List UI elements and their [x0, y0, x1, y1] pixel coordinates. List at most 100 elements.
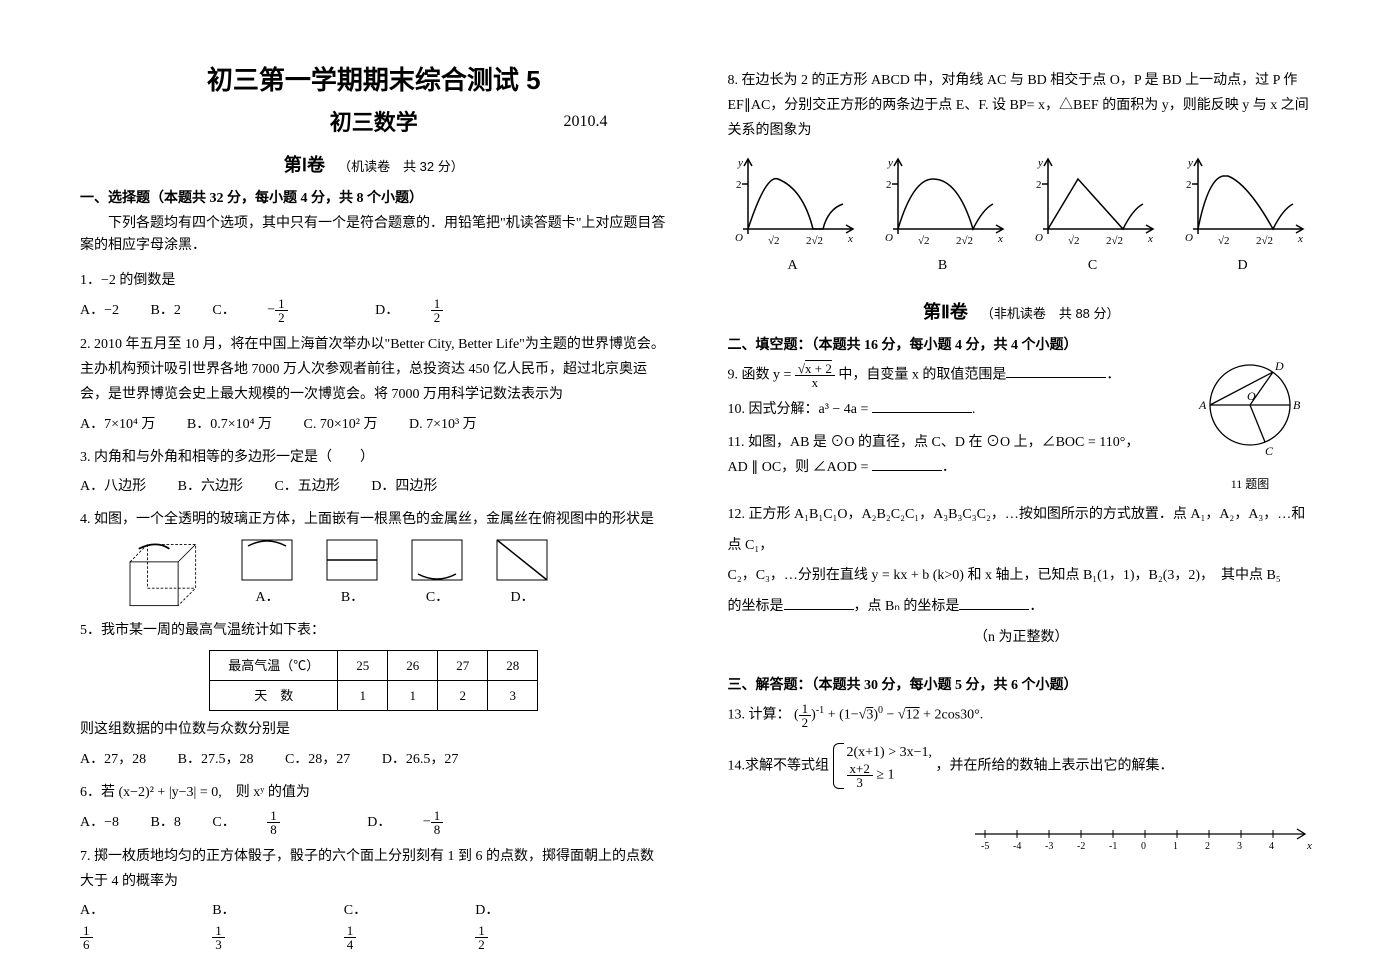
- q8-labelC: C: [1028, 253, 1158, 278]
- q5-optB: B．27.5，28: [178, 747, 254, 772]
- q4-shapes: A． B． C． D．: [120, 538, 668, 610]
- q8-labelB: B: [878, 253, 1008, 278]
- blank: [1006, 364, 1106, 378]
- chart-icon: 2 O √2 2√2 x y: [878, 154, 1008, 249]
- section2-title: 二、填空题：（本题共 16 分，每小题 4 分，共 4 个小题）: [728, 334, 1316, 354]
- q5-text: 5．我市某一周的最高气温统计如下表：: [80, 618, 668, 643]
- svg-text:2√2: 2√2: [1106, 235, 1123, 247]
- q6: 6．若 (x−2)² + |y−3| = 0, 则 xʸ 的值为 A．−8 B．…: [80, 780, 668, 836]
- q8-labelD: D: [1178, 253, 1308, 278]
- svg-text:D: D: [1274, 360, 1284, 373]
- svg-text:2: 2: [1186, 179, 1192, 191]
- q4: 4. 如图，一个全透明的玻璃正方体，上面嵌有一根黑色的金属丝，金属丝在俯视图中的…: [80, 507, 668, 610]
- q7-optA: A．16: [80, 898, 184, 950]
- blank: [872, 399, 972, 413]
- svg-text:y: y: [737, 157, 743, 169]
- q1-optC: C． −12: [212, 297, 343, 324]
- part2-label: 第Ⅱ卷: [923, 302, 968, 322]
- q3-optA: A．八边形: [80, 474, 146, 499]
- q6-options: A．−8 B．8 C． 18 D． −18: [80, 809, 668, 836]
- q5-options: A．27，28 B．27.5，28 C．28，27 D．26.5，27: [80, 747, 668, 772]
- section1-instruction: 下列各题均有四个选项，其中只有一个是符合题意的．用铅笔把"机读答题卡"上对应题目…: [80, 213, 668, 258]
- q4-optA: A．: [240, 538, 295, 610]
- q5-r2c1: 1: [338, 681, 388, 711]
- q5-optA: A．27，28: [80, 747, 146, 772]
- svg-text:-4: -4: [1013, 841, 1021, 852]
- svg-text:x: x: [1306, 840, 1312, 852]
- svg-text:-3: -3: [1045, 841, 1053, 852]
- q2-optB: B．0.7×10⁴ 万: [187, 412, 272, 437]
- q1-options: A．−2 B．2 C． −12 D． 12: [80, 297, 668, 324]
- svg-text:O: O: [1247, 389, 1256, 403]
- svg-text:2: 2: [886, 179, 892, 191]
- part2-sub: （非机读卷 共 88 分）: [981, 306, 1120, 321]
- q14: 14.求解不等式组 2(x+1) > 3x−1, x+23 ≥ 1 ，并在所给的…: [728, 743, 1316, 790]
- q4-optC: C．: [410, 538, 465, 610]
- q5-r2c0: 天 数: [210, 681, 338, 711]
- svg-text:2: 2: [1205, 841, 1210, 852]
- q5-r2c4: 3: [488, 681, 538, 711]
- q12-l3: 的坐标是，点 Bₙ 的坐标是．: [728, 592, 1316, 623]
- svg-text:y: y: [887, 157, 893, 169]
- svg-text:√2: √2: [768, 235, 780, 247]
- svg-text:x: x: [997, 233, 1003, 245]
- part2-header: 第Ⅱ卷 （非机读卷 共 88 分）: [728, 298, 1316, 324]
- q8-text: 8. 在边长为 2 的正方形 ABCD 中，对角线 AC 与 BD 相交于点 O…: [728, 68, 1316, 144]
- blank: [872, 457, 942, 471]
- q7-options: A．16 B．13 C．14 D．12: [80, 898, 668, 950]
- q3-optC: C．五边形: [274, 474, 339, 499]
- q8-graphA: 2 O √2 2√2 x y A: [728, 154, 858, 278]
- svg-text:-5: -5: [981, 841, 989, 852]
- svg-text:1: 1: [1173, 841, 1178, 852]
- svg-text:x: x: [1297, 233, 1303, 245]
- chart-icon: 2 O √2 2√2 x y: [728, 154, 858, 249]
- svg-text:2√2: 2√2: [1256, 235, 1273, 247]
- blank: [784, 596, 854, 610]
- q4-optD: D．: [495, 538, 550, 610]
- part1-header: 第Ⅰ卷 （机读卷 共 32 分）: [80, 151, 668, 177]
- svg-text:0: 0: [1141, 841, 1146, 852]
- svg-text:2: 2: [736, 179, 742, 191]
- q13: 13. 计算： (12)-1 + (1−√3)0 − √12 + 2cos30°…: [728, 702, 1316, 729]
- section1-title: 一、选择题（本题共 32 分，每小题 4 分，共 8 个小题）: [80, 187, 668, 207]
- q3-optD: D．四边形: [371, 474, 437, 499]
- part1-sub: （机读卷 共 32 分）: [338, 159, 464, 174]
- svg-text:O: O: [1185, 232, 1193, 244]
- q5-r1c0: 最高气温（℃）: [210, 650, 338, 680]
- q6-text: 6．若 (x−2)² + |y−3| = 0, 则 xʸ 的值为: [80, 780, 668, 805]
- svg-text:3: 3: [1237, 841, 1242, 852]
- q7-text: 7. 掷一枚质地均匀的正方体骰子，骰子的六个面上分别刻有 1 到 6 的点数，掷…: [80, 844, 668, 894]
- svg-text:4: 4: [1269, 841, 1274, 852]
- left-column: 初三第一学期期末综合测试 5 初三数学 2010.4 第Ⅰ卷 （机读卷 共 32…: [60, 60, 698, 951]
- q5-optC: C．28，27: [285, 747, 350, 772]
- q3-optB: B．六边形: [178, 474, 243, 499]
- svg-text:C: C: [1265, 444, 1274, 458]
- chart-icon: 2 O √2 2√2 x y: [1178, 154, 1308, 249]
- svg-text:O: O: [885, 232, 893, 244]
- q8: 8. 在边长为 2 的正方形 ABCD 中，对角线 AC 与 BD 相交于点 O…: [728, 68, 1316, 278]
- q4-text: 4. 如图，一个全透明的玻璃正方体，上面嵌有一根黑色的金属丝，金属丝在俯视图中的…: [80, 507, 668, 532]
- svg-text:x: x: [1147, 233, 1153, 245]
- q8-graphD: 2 O √2 2√2 x y D: [1178, 154, 1308, 278]
- q1-optD: D． 12: [375, 297, 499, 324]
- q7-optB: B．13: [212, 898, 316, 950]
- section3-title: 三、解答题：（本题共 30 分，每小题 5 分，共 6 个小题）: [728, 674, 1316, 694]
- table-row: 最高气温（℃） 25 26 27 28: [210, 650, 538, 680]
- blank: [959, 596, 1029, 610]
- svg-text:2√2: 2√2: [956, 235, 973, 247]
- part1-label: 第Ⅰ卷: [284, 155, 325, 175]
- q5-r1c2: 26: [388, 650, 438, 680]
- q11-figure: A B D C O 11 题图: [1185, 360, 1315, 492]
- svg-text:y: y: [1037, 157, 1043, 169]
- q1-text: 1．−2 的倒数是: [80, 268, 668, 293]
- q4-cube: [120, 540, 210, 610]
- chart-icon: 2 O √2 2√2 x y: [1028, 154, 1158, 249]
- q6-optC: C． 18: [212, 809, 335, 836]
- svg-text:-2: -2: [1077, 841, 1085, 852]
- svg-text:-1: -1: [1109, 841, 1117, 852]
- q3: 3. 内角和与外角和相等的多边形一定是（ ） A．八边形 B．六边形 C．五边形…: [80, 445, 668, 499]
- table-row: 天 数 1 1 2 3: [210, 681, 538, 711]
- q8-graphC: 2 O √2 2√2 x y C: [1028, 154, 1158, 278]
- q5-r1c1: 25: [338, 650, 388, 680]
- svg-text:√2: √2: [918, 235, 930, 247]
